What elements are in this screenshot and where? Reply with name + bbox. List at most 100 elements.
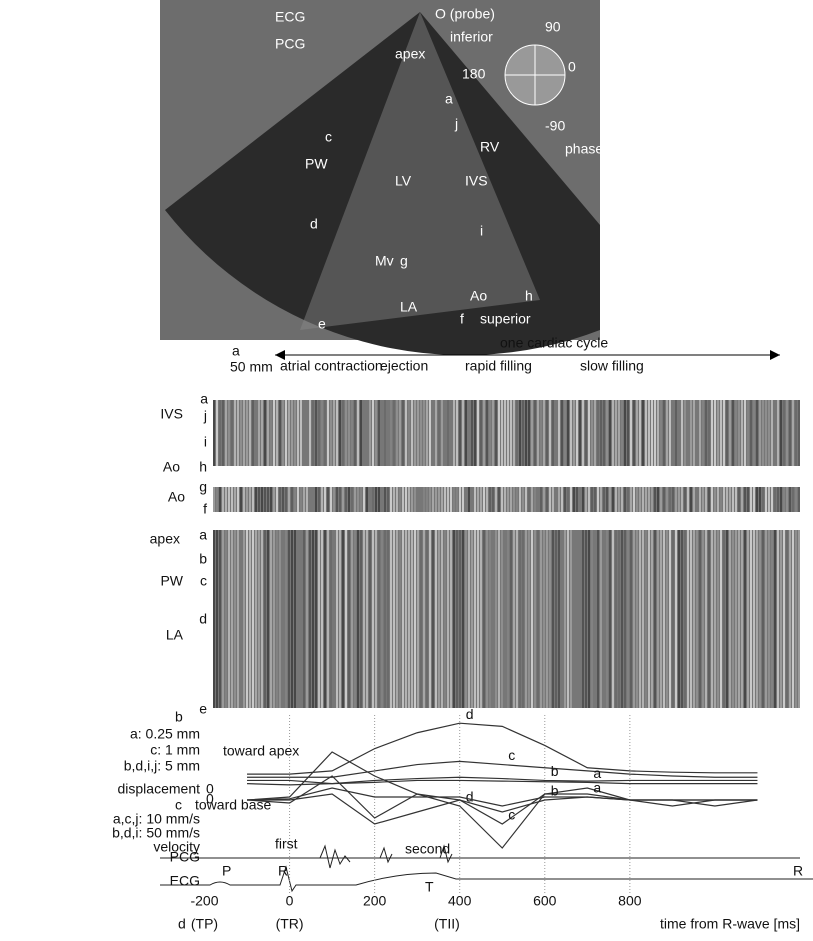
mmode-stripe [591, 487, 593, 512]
label: e [199, 701, 207, 717]
mmode-stripe [525, 530, 527, 708]
mmode-stripe [630, 530, 632, 708]
mmode-stripe [720, 400, 722, 466]
mmode-stripe [432, 487, 434, 512]
mmode-stripe [588, 400, 590, 466]
label: d [466, 706, 474, 722]
mmode-stripe [273, 487, 275, 512]
mmode-stripe [378, 400, 380, 466]
mmode-stripe [390, 530, 392, 708]
mmode-stripe [726, 487, 728, 512]
mmode-stripe [438, 487, 440, 512]
mmode-stripe [366, 400, 368, 466]
mmode-stripe [468, 487, 470, 512]
mmode-stripe [582, 487, 584, 512]
mmode-stripe [609, 487, 611, 512]
mmode-stripe [699, 487, 701, 512]
mmode-stripe [450, 487, 452, 512]
mmode-stripe [432, 530, 434, 708]
mmode-stripe [369, 530, 371, 708]
mmode-stripe [348, 487, 350, 512]
mmode-stripe [417, 487, 419, 512]
label: PW [305, 156, 328, 172]
mmode-stripe [483, 530, 485, 708]
mmode-stripe [393, 400, 395, 466]
mmode-stripe [621, 530, 623, 708]
mmode-stripe [696, 530, 698, 708]
mmode-stripe [435, 530, 437, 708]
mmode-stripe [327, 487, 329, 512]
mmode-stripe [648, 487, 650, 512]
mmode-stripe [765, 400, 767, 466]
mmode-stripe [567, 400, 569, 466]
label: h [525, 288, 533, 304]
mmode-stripe [471, 487, 473, 512]
mmode-stripe [567, 530, 569, 708]
mmode-stripe [702, 530, 704, 708]
mmode-stripe [597, 530, 599, 708]
mmode-stripe [513, 487, 515, 512]
label: c [200, 573, 207, 589]
mmode-stripe [666, 400, 668, 466]
mmode-stripe [627, 487, 629, 512]
mmode-stripe [705, 530, 707, 708]
label: e [318, 316, 326, 332]
label: T [425, 879, 434, 895]
mmode-stripe [780, 400, 782, 466]
mmode-stripe [225, 400, 227, 466]
mmode-stripe [597, 487, 599, 512]
mmode-stripe [687, 400, 689, 466]
mmode-stripe [573, 400, 575, 466]
mmode-stripe [222, 487, 224, 512]
mmode-stripe [774, 400, 776, 466]
mmode-stripe [240, 400, 242, 466]
mmode-stripe [486, 487, 488, 512]
mmode-stripe [399, 487, 401, 512]
mmode-stripe [408, 400, 410, 466]
mmode-stripe [516, 400, 518, 466]
mmode-stripe [438, 400, 440, 466]
mmode-stripe [657, 400, 659, 466]
mmode-stripe [717, 487, 719, 512]
mmode-stripe [561, 487, 563, 512]
mmode-stripe [711, 400, 713, 466]
mmode-stripe [240, 530, 242, 708]
mmode-stripe [519, 400, 521, 466]
mmode-stripe [243, 487, 245, 512]
mmode-stripe [615, 487, 617, 512]
mmode-stripe [690, 400, 692, 466]
mmode-stripe [753, 487, 755, 512]
mmode-stripe [402, 400, 404, 466]
mmode-stripe [495, 487, 497, 512]
mmode-stripe [639, 400, 641, 466]
label: j [454, 116, 458, 132]
mmode-stripe [300, 530, 302, 708]
mmode-stripe [684, 400, 686, 466]
mmode-stripe [333, 400, 335, 466]
mmode-stripe [504, 400, 506, 466]
mmode-stripe [285, 530, 287, 708]
mmode-stripe [441, 487, 443, 512]
mmode-stripe [363, 530, 365, 708]
mmode-stripe [321, 530, 323, 708]
mmode-stripe [609, 530, 611, 708]
mmode-stripe [369, 400, 371, 466]
mmode-stripe [795, 530, 797, 708]
mmode-stripe [510, 530, 512, 708]
mmode-stripe [594, 487, 596, 512]
mmode-stripe [306, 487, 308, 512]
figure: ECGPCGO (probe)inferiorapexacjRVPWLVIVSd… [0, 0, 813, 941]
series-line [247, 788, 757, 806]
mmode-stripe [564, 530, 566, 708]
mmode-stripe [654, 487, 656, 512]
mmode-stripe [678, 530, 680, 708]
mmode-stripe [369, 487, 371, 512]
mmode-stripe [267, 530, 269, 708]
mmode-stripe [744, 487, 746, 512]
mmode-stripe [474, 487, 476, 512]
mmode-stripe [627, 530, 629, 708]
mmode-stripe [597, 400, 599, 466]
label: ECG [275, 9, 305, 25]
mmode-stripe [507, 530, 509, 708]
mmode-stripe [474, 400, 476, 466]
